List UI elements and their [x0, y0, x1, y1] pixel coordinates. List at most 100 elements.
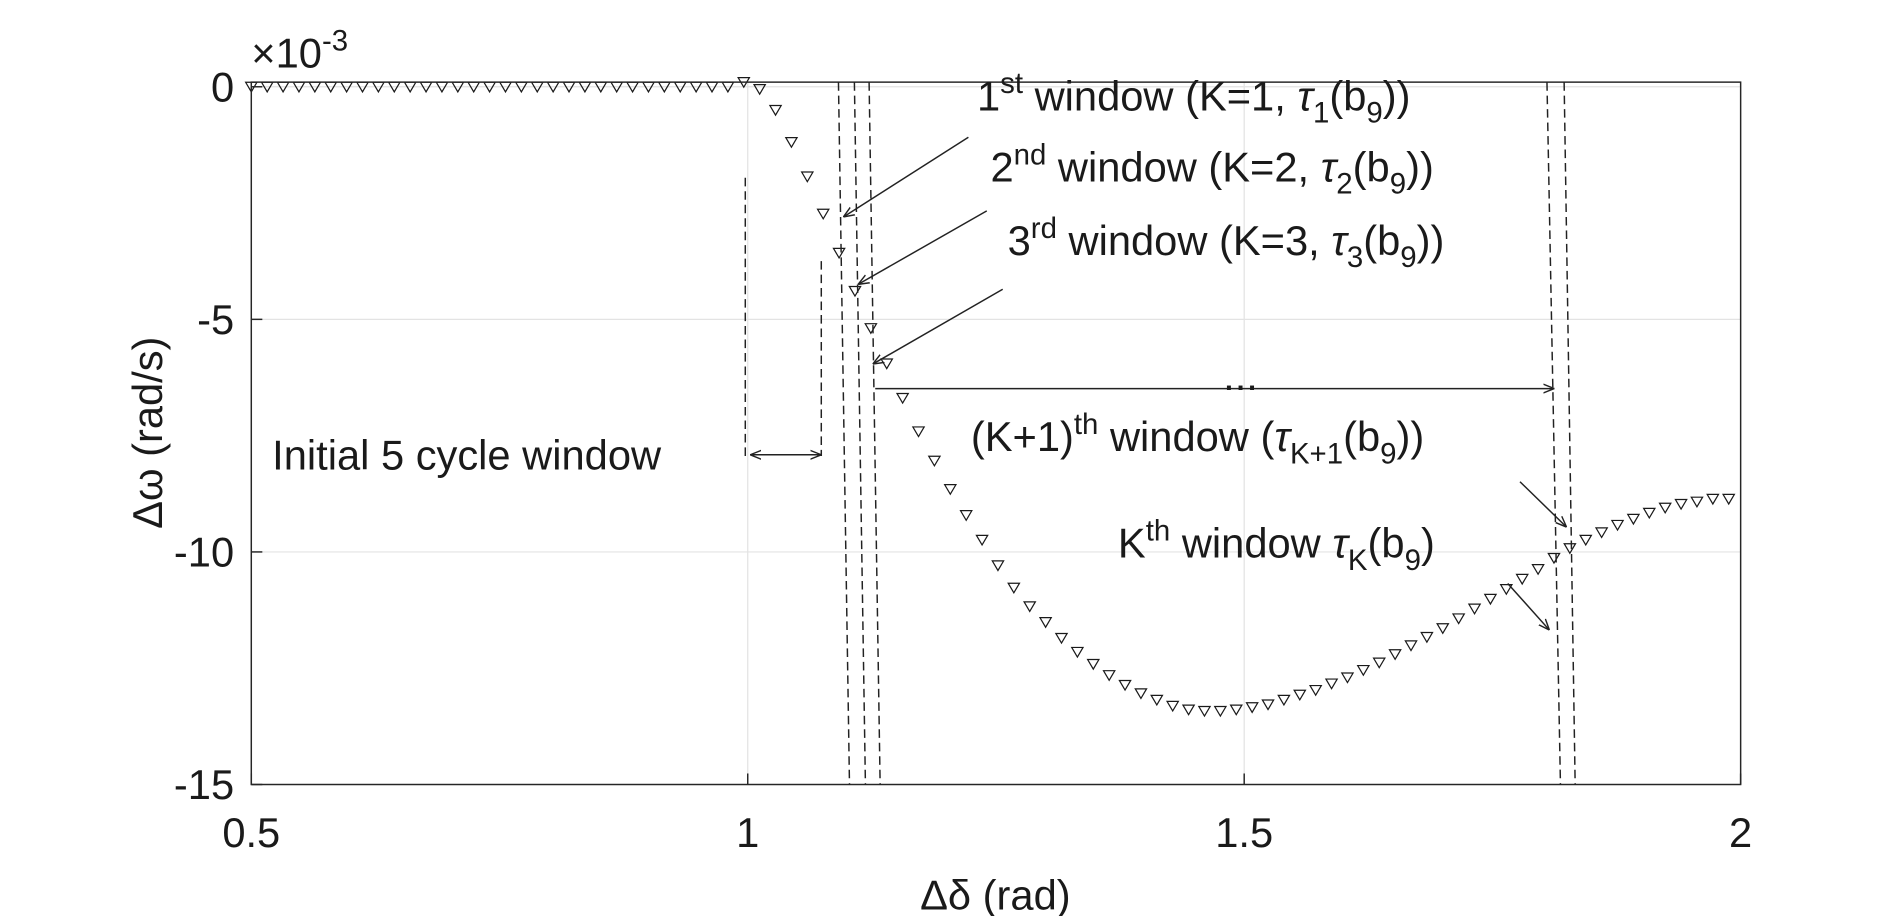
y-multiplier-part: ×10	[251, 29, 322, 76]
annotation-part: τ	[1321, 143, 1339, 190]
data-point	[1197, 705, 1212, 718]
data-point	[1277, 694, 1291, 707]
annotation-part: ))	[1406, 143, 1434, 190]
data-point	[1070, 646, 1085, 659]
data-point	[1642, 507, 1657, 520]
y-tick-label: -15	[174, 761, 234, 808]
data-point	[1213, 705, 1228, 718]
annotation-part: 2	[990, 143, 1013, 190]
y-tick-label: -10	[174, 529, 234, 576]
data-point	[784, 137, 799, 149]
window-boundary	[1546, 82, 1562, 785]
data-point	[816, 208, 830, 221]
data-point	[1404, 640, 1418, 652]
data-point	[1356, 664, 1371, 677]
data-point	[1610, 519, 1625, 532]
annotation-part: (b	[1368, 520, 1405, 567]
data-point	[1102, 670, 1116, 682]
annotation-part: 3	[1347, 241, 1363, 274]
data-point	[911, 426, 926, 438]
annotation-part: ))	[1383, 72, 1411, 119]
x-axis-label: Δδ (rad)	[920, 872, 1071, 916]
annotation-part: window	[1170, 520, 1332, 567]
annotation-part: (b	[1343, 413, 1380, 460]
annotation-part: window (K=1,	[1023, 72, 1297, 119]
data-point	[959, 510, 973, 522]
annotation-part: nd	[1014, 138, 1047, 171]
data-point	[1324, 678, 1339, 690]
window-boundary	[837, 82, 851, 785]
window-boundary	[1563, 82, 1576, 785]
data-point	[1261, 699, 1275, 711]
y-tick-label: -5	[197, 296, 234, 343]
data-point	[1118, 679, 1132, 692]
window-boundary	[868, 82, 881, 785]
data-point	[1038, 617, 1053, 629]
data-point	[1372, 657, 1386, 669]
annotation-part: 2	[1336, 168, 1352, 201]
data-point	[1451, 613, 1466, 625]
data-point	[1229, 704, 1243, 716]
data-point	[1007, 582, 1021, 595]
y-tick-label: 0	[211, 63, 234, 110]
data-point	[1626, 513, 1641, 526]
annotation-part: (b	[1363, 217, 1400, 264]
annotation-part: rd	[1031, 212, 1057, 245]
x-tick-label: 1.5	[1215, 809, 1273, 856]
annotation: Kth window τK(b9)	[1118, 515, 1435, 577]
annotation-part: window (K=2,	[1046, 143, 1320, 190]
data-point	[1293, 689, 1307, 702]
data-point	[927, 455, 942, 468]
annotation-part: 9	[1390, 168, 1406, 201]
data-point	[1023, 601, 1037, 613]
annotation: 1st window (K=1, τ1(b9))	[977, 67, 1411, 129]
annotation-part: K	[1348, 544, 1368, 577]
x-tick-label: 2	[1729, 809, 1752, 856]
annotation: ...	[1223, 352, 1258, 399]
annotation-part: ))	[1397, 413, 1425, 460]
annotation-part: 3	[1008, 217, 1031, 264]
annotation-part: st	[1000, 67, 1023, 100]
data-point	[1706, 493, 1720, 506]
annotation: 2nd window (K=2, τ2(b9))	[990, 138, 1433, 200]
annotation-part: τ	[1331, 217, 1349, 264]
data-point	[1054, 632, 1069, 645]
data-point	[1420, 631, 1434, 644]
annotation-part: τ	[1274, 413, 1292, 460]
annotation: Initial 5 cycle window	[272, 431, 662, 478]
annotation-arrow	[1507, 582, 1550, 630]
annotation-arrow	[873, 288, 1004, 364]
annotation-part: ))	[1417, 217, 1445, 264]
annotation-arrow	[843, 136, 969, 217]
data-point	[1499, 584, 1514, 596]
data-point	[1165, 700, 1180, 713]
annotation-part: K+1	[1290, 437, 1343, 470]
annotation-part: )	[1421, 520, 1435, 567]
data-point	[943, 484, 958, 496]
annotation-part: 1	[977, 72, 1000, 119]
annotation-part: 9	[1400, 241, 1416, 274]
annotation-part: window (	[1098, 413, 1274, 460]
data-point	[1674, 498, 1688, 511]
y-axis-label: Δω (rad/s)	[124, 337, 171, 529]
data-point	[1467, 603, 1482, 615]
y-multiplier: ×10-3	[251, 24, 348, 76]
data-point	[975, 534, 989, 547]
x-tick-label: 0.5	[222, 809, 280, 856]
data-point	[1579, 534, 1593, 547]
data-point	[1722, 493, 1736, 506]
annotation-part: (b	[1329, 72, 1366, 119]
data-point	[1690, 496, 1704, 508]
data-point	[1515, 573, 1529, 586]
annotation-part: (b	[1353, 143, 1390, 190]
data-point	[1563, 543, 1577, 555]
data-point	[1436, 623, 1450, 635]
annotation-part: window (K=3,	[1057, 217, 1331, 264]
data-point	[1150, 694, 1164, 707]
annotation-part: τ	[1332, 520, 1350, 567]
annotation-part: th	[1146, 515, 1171, 548]
data-point	[800, 171, 815, 183]
y-multiplier-part: -3	[322, 24, 348, 57]
